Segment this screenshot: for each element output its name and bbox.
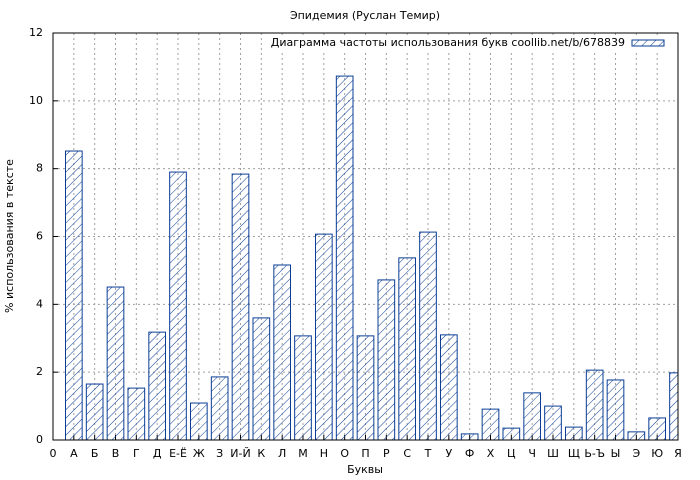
y-tick-label: 12 — [29, 26, 43, 39]
bar — [627, 431, 646, 440]
x-tick-label: О — [340, 447, 349, 460]
x-tick-label: 0 — [50, 447, 57, 460]
bar — [356, 335, 375, 440]
chart-title: Эпидемия (Руслан Темир) — [290, 9, 440, 22]
bar — [648, 417, 666, 440]
plot-frame — [52, 32, 679, 441]
x-tick-label: Ц — [507, 447, 516, 460]
y-tick-label: 10 — [29, 94, 43, 107]
x-tick-label: К — [257, 447, 265, 460]
x-tick-label: Щ — [568, 447, 580, 460]
bar — [231, 173, 250, 440]
bar — [398, 257, 417, 440]
bar — [148, 331, 166, 440]
x-tick-label: Х — [487, 447, 495, 460]
x-tick-label: Ы — [611, 447, 621, 460]
x-tick-label: Ш — [547, 447, 559, 460]
legend-label: Диаграмма частоты использования букв coo… — [271, 36, 625, 49]
x-tick-label: Б — [91, 447, 99, 460]
x-tick-label: Ж — [193, 447, 205, 460]
bar — [419, 231, 437, 440]
y-tick-label: 8 — [36, 162, 43, 175]
x-tick-label: З — [216, 447, 223, 460]
bar — [190, 402, 208, 440]
bar — [585, 369, 604, 440]
x-tick-label: С — [403, 447, 411, 460]
x-tick-label: Ч — [528, 447, 536, 460]
x-tick-label: У — [445, 447, 452, 460]
bar — [523, 392, 541, 440]
bar — [169, 171, 187, 440]
bar — [335, 75, 354, 440]
x-tick-label: Л — [278, 447, 286, 460]
y-tick-label: 2 — [36, 365, 43, 378]
x-tick-label: М — [298, 447, 308, 460]
y-tick-label: 4 — [36, 297, 43, 310]
bar — [85, 383, 104, 440]
bar — [377, 279, 396, 440]
x-tick-label: Э — [632, 447, 640, 460]
bar — [106, 286, 125, 440]
bar — [252, 317, 271, 440]
bar — [210, 376, 229, 440]
x-tick-label: Д — [153, 447, 162, 460]
bar — [65, 150, 83, 440]
bar — [315, 233, 333, 440]
legend-swatch — [631, 39, 665, 47]
legend-background — [280, 35, 670, 51]
x-tick-label: Т — [424, 447, 432, 460]
bar — [440, 334, 458, 440]
x-tick-label: П — [361, 447, 369, 460]
x-tick-label: Ь-Ъ — [584, 447, 605, 460]
bars — [65, 75, 678, 440]
x-axis-label: Буквы — [347, 463, 383, 476]
y-tick-label: 0 — [36, 433, 43, 446]
y-tick-label: 6 — [36, 230, 43, 243]
bar — [460, 433, 479, 440]
bar — [669, 372, 678, 440]
x-tick-label: И-Й — [230, 447, 250, 460]
x-tick-label: Ф — [465, 447, 474, 460]
x-tick-label: В — [112, 447, 120, 460]
legend: Диаграмма частоты использования букв coo… — [271, 35, 670, 51]
bar — [502, 427, 521, 440]
bar — [481, 408, 500, 440]
x-tick-label: Г — [133, 447, 140, 460]
x-tick-label: Н — [320, 447, 328, 460]
y-axis-label: % использования в тексте — [3, 159, 16, 313]
bar — [606, 379, 625, 440]
x-tick-label: Е-Ё — [169, 447, 187, 460]
x-tick-label: Р — [383, 447, 390, 460]
bar — [294, 335, 312, 440]
x-tick-label: А — [70, 447, 78, 460]
bar — [544, 405, 562, 440]
bar — [273, 264, 292, 440]
x-tick-label: Ю — [651, 447, 663, 460]
x-tick-label: Я — [674, 447, 682, 460]
bar — [127, 387, 146, 440]
bar — [565, 426, 583, 440]
